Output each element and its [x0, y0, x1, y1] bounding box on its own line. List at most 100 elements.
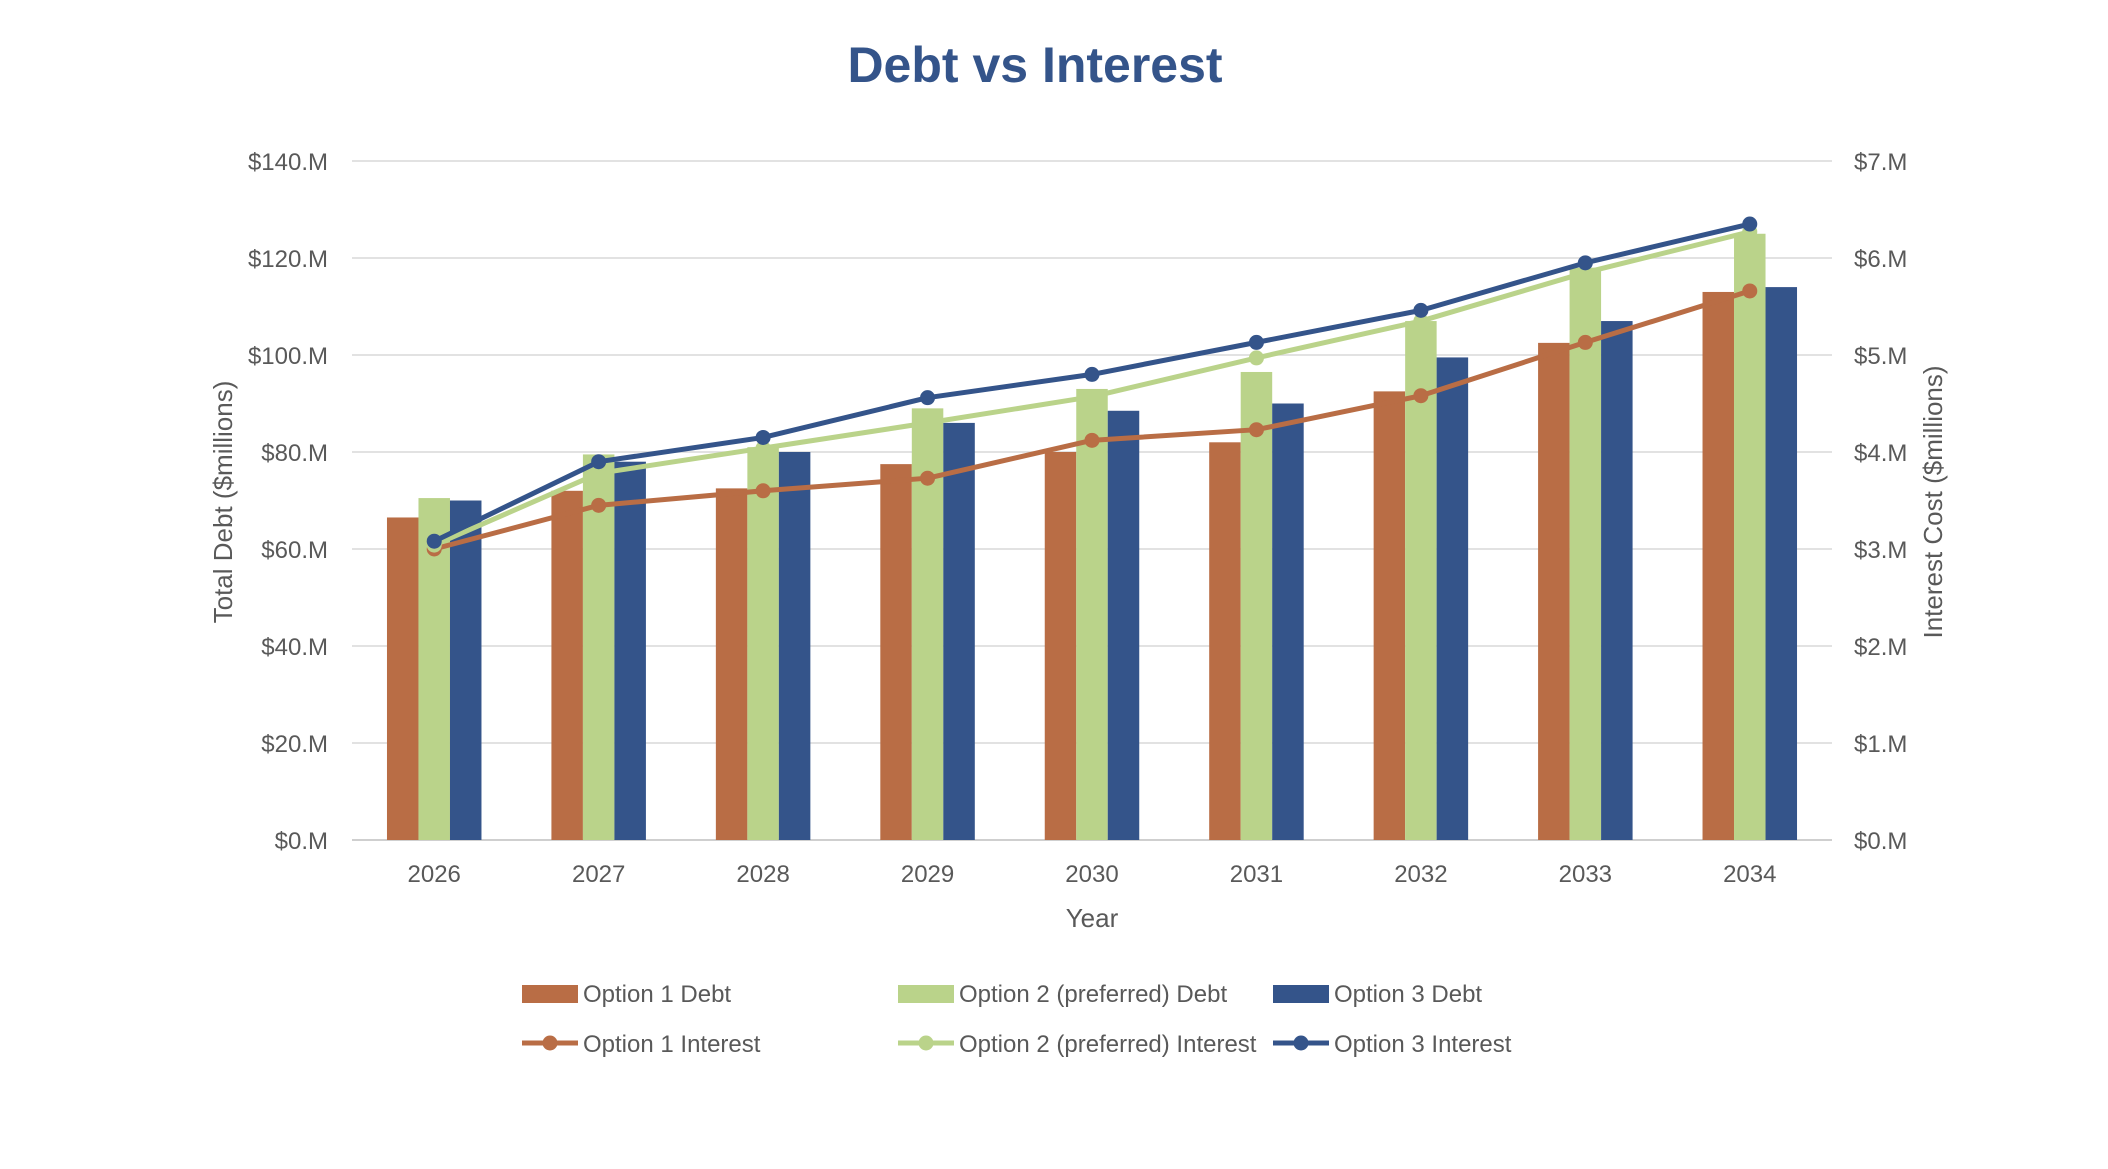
line-point: [591, 497, 607, 513]
legend-item: Option 1 Debt: [522, 981, 731, 1008]
line-point: [920, 415, 936, 431]
legend-item: Option 2 (preferred) Debt: [898, 981, 1227, 1008]
line-point: [591, 465, 607, 481]
bar: [582, 454, 615, 840]
bar: [1734, 233, 1766, 840]
legend-swatch: [898, 985, 954, 1003]
bar: [1240, 371, 1273, 840]
line-point: [1742, 216, 1758, 232]
bar: [880, 464, 912, 840]
line-point: [920, 470, 936, 486]
bar: [1765, 287, 1798, 841]
x-tick-label: 2030: [1065, 861, 1118, 888]
line-point: [1413, 302, 1429, 318]
legend: Option 1 Debt Option 2 (preferred) Debt Op…: [522, 981, 1512, 1058]
y2-tick-label: $3.M: [1854, 537, 1907, 564]
x-tick-label: 2033: [1559, 861, 1612, 888]
y2-tick-label: $5.M: [1854, 343, 1907, 370]
bar: [747, 447, 779, 840]
legend-item: Option 2 (preferred) Interest: [898, 1031, 1257, 1058]
line-point: [1577, 334, 1593, 350]
legend-item: Option 3 Debt: [1273, 981, 1482, 1008]
bar: [1272, 403, 1304, 840]
y2-tick-label: $0.M: [1854, 828, 1907, 855]
legend-swatch: [1273, 985, 1329, 1003]
interest-lines: [426, 216, 1758, 557]
line-point: [1248, 422, 1264, 438]
legend-swatch: [522, 985, 578, 1003]
legend-marker: [1293, 1035, 1309, 1051]
x-axis-title: Year: [1066, 903, 1119, 933]
chart-title: Debt vs Interest: [847, 37, 1222, 93]
line-point: [1084, 389, 1100, 405]
legend-label: Option 2 (preferred) Interest: [959, 1031, 1257, 1058]
bar: [614, 461, 646, 840]
y2-tick-label: $6.M: [1854, 246, 1907, 273]
y2-tick-label: $7.M: [1854, 149, 1907, 176]
y-tick-label: $120.M: [248, 246, 328, 273]
y-tick-label: $100.M: [248, 343, 328, 370]
line-point: [426, 533, 442, 549]
line-point: [1248, 350, 1264, 366]
axes: $0.M $0.M $20.M $1.M $40.M $2.M $60.M $3.M $80.M…: [248, 149, 1907, 888]
bar: [943, 422, 975, 840]
line-point: [920, 390, 936, 406]
y-tick-label: $0.M: [275, 828, 328, 855]
bar: [551, 490, 583, 840]
x-tick-label: 2031: [1230, 861, 1283, 888]
line-point: [755, 483, 771, 499]
legend-label: Option 3 Debt: [1334, 981, 1482, 1008]
x-tick-label: 2029: [901, 861, 954, 888]
bar: [449, 500, 482, 840]
x-tick-label: 2032: [1394, 861, 1447, 888]
legend-item: Option 1 Interest: [522, 1031, 761, 1058]
line-point: [1084, 432, 1100, 448]
y-tick-label: $20.M: [261, 731, 328, 758]
bar: [1044, 452, 1077, 840]
line-point: [1413, 388, 1429, 404]
line-point: [1577, 255, 1593, 271]
line-point: [1742, 283, 1758, 299]
bar: [1702, 291, 1735, 840]
bar: [1209, 442, 1241, 840]
legend-label: Option 1 Debt: [583, 981, 731, 1008]
y-tick-label: $60.M: [261, 537, 328, 564]
y2-tick-label: $4.M: [1854, 440, 1907, 467]
legend-label: Option 2 (preferred) Debt: [959, 981, 1227, 1008]
legend-marker: [918, 1035, 934, 1051]
legend-item: Option 3 Interest: [1273, 1031, 1512, 1058]
bar: [1436, 357, 1469, 840]
x-tick-label: 2027: [572, 861, 625, 888]
bar: [1601, 321, 1633, 840]
y-tick-label: $40.M: [261, 634, 328, 661]
line-point: [1413, 313, 1429, 329]
line-point: [1248, 334, 1264, 350]
bar: [715, 488, 748, 840]
y-axis-title: Total Debt ($millions): [208, 381, 238, 624]
line-point: [1084, 366, 1100, 382]
x-tick-label: 2026: [408, 861, 461, 888]
bar: [1538, 342, 1570, 840]
legend-marker: [542, 1035, 558, 1051]
bar: [1569, 267, 1602, 840]
y2-axis-title: Interest Cost ($millions): [1918, 365, 1948, 638]
bar: [778, 452, 811, 840]
bar: [1107, 410, 1140, 840]
y-tick-label: $80.M: [261, 440, 328, 467]
bar: [1405, 321, 1437, 840]
x-tick-label: 2034: [1723, 861, 1776, 888]
line-point: [591, 454, 607, 470]
y2-tick-label: $2.M: [1854, 634, 1907, 661]
legend-label: Option 1 Interest: [583, 1031, 761, 1058]
y2-tick-label: $1.M: [1854, 731, 1907, 758]
x-tick-label: 2028: [736, 861, 789, 888]
bars: [386, 233, 1798, 841]
line-point: [755, 429, 771, 445]
y-tick-label: $140.M: [248, 149, 328, 176]
line-point: [755, 440, 771, 456]
bar: [386, 517, 419, 840]
bar: [1076, 388, 1108, 840]
legend-label: Option 3 Interest: [1334, 1031, 1512, 1058]
